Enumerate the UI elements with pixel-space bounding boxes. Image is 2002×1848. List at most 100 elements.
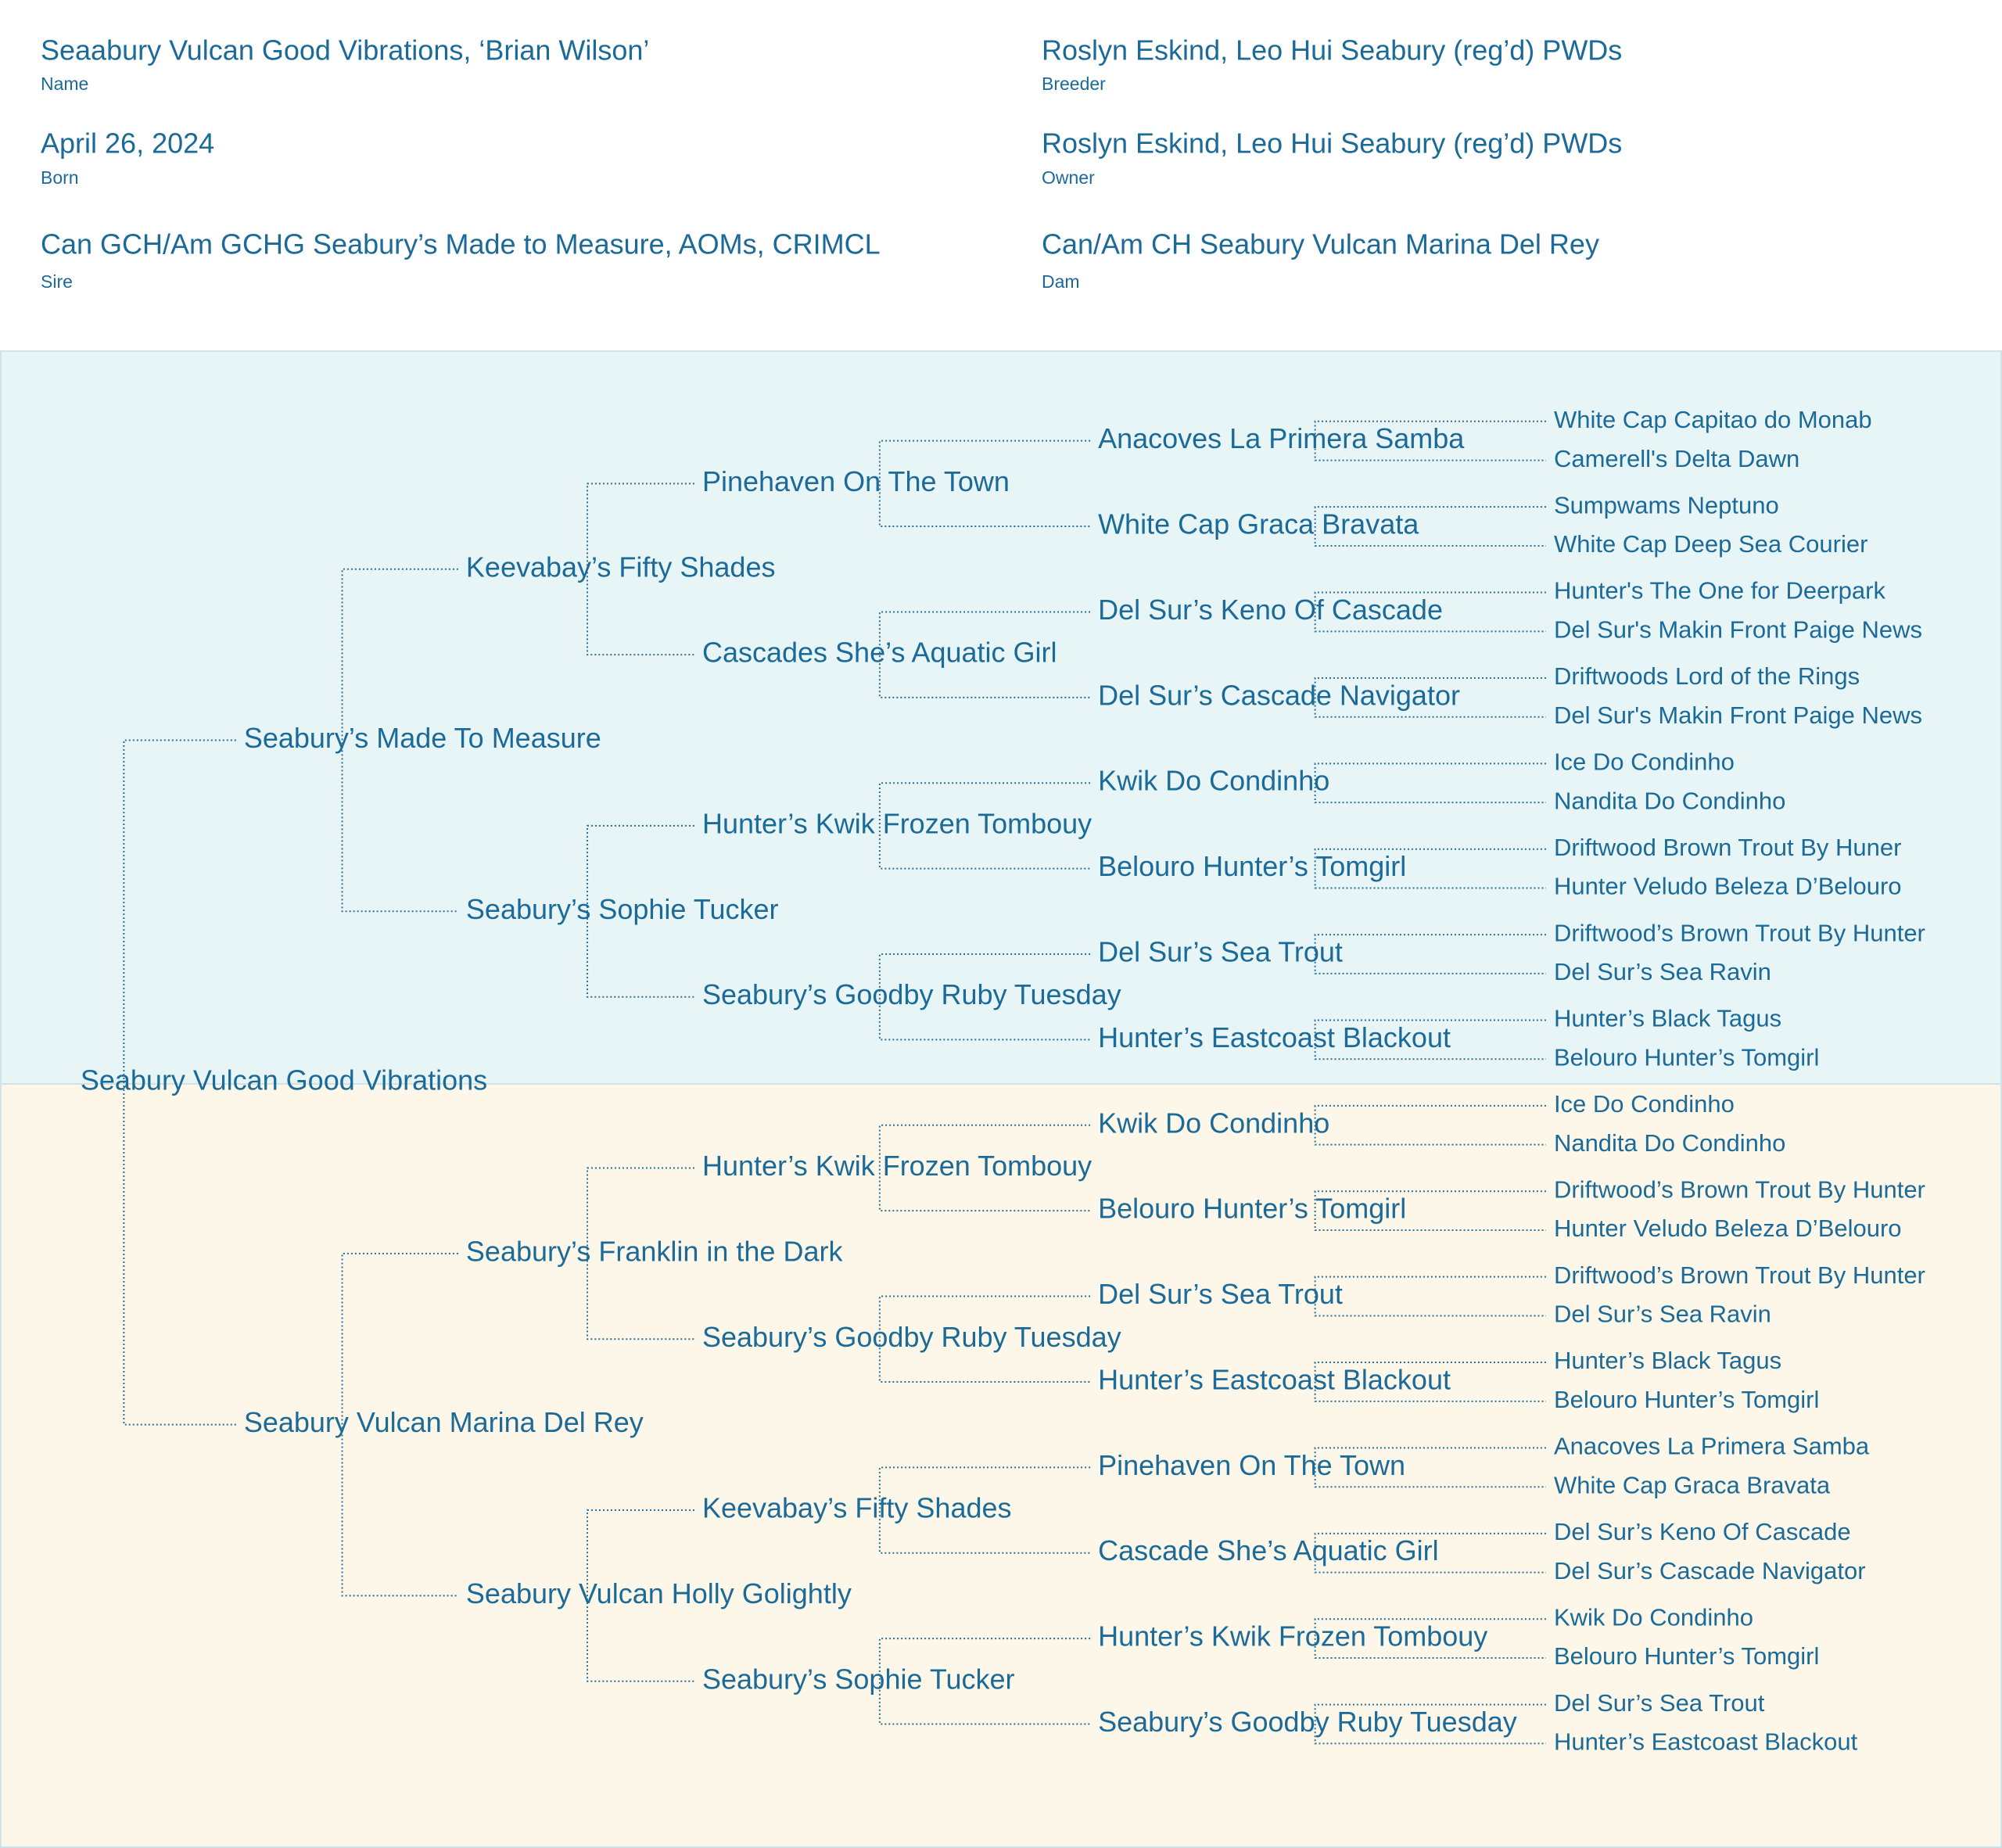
ancestor-leaf: White Cap Capitao do Monab [1554, 406, 1872, 433]
ancestor-leaf: Sumpwams Neptuno [1554, 491, 1779, 519]
ancestor-name: Kwik Do Condinho [1098, 1107, 1329, 1139]
ancestor-name: Cascade She’s Aquatic Girl [1098, 1534, 1439, 1566]
ancestor-leaf: Hunter Veludo Beleza D’Belouro [1554, 873, 1902, 900]
ancestor-name: Seabury’s Goodby Ruby Tuesday [702, 978, 1121, 1010]
dam-value: Can/Am CH Seabury Vulcan Marina Del Rey [1042, 228, 1599, 260]
ancestor-leaf: Hunter’s Black Tagus [1554, 1005, 1781, 1032]
ancestor-name: Seabury’s Made To Measure [244, 722, 601, 754]
ancestor-name: Del Sur’s Sea Trout [1098, 936, 1343, 968]
connector [1314, 1447, 1546, 1488]
ancestor-name: Kwik Do Condinho [1098, 765, 1329, 797]
ancestor-name: Seabury Vulcan Marina Del Rey [244, 1406, 644, 1438]
born-label: Born [41, 167, 79, 188]
connector [1314, 591, 1546, 633]
ancestor-name: Hunter’s Kwik Frozen Tombouy [702, 807, 1092, 839]
ancestor-leaf: Ice Do Condinho [1554, 748, 1735, 776]
ancestor-leaf: Del Sur's Makin Front Paige News [1554, 616, 1922, 644]
ancestor-leaf: Nandita Do Condinho [1554, 787, 1785, 814]
connector [1314, 1276, 1546, 1317]
connector [1314, 420, 1546, 461]
connector [1314, 1362, 1546, 1402]
connector [1314, 848, 1546, 889]
ancestor-leaf: Del Sur’s Sea Ravin [1554, 1301, 1771, 1328]
connector [587, 1509, 694, 1682]
ancestor-leaf: Del Sur’s Keno Of Cascade [1554, 1518, 1851, 1545]
ancestor-name: Anacoves La Primera Samba [1098, 422, 1465, 454]
ancestor-leaf: Driftwood’s Brown Trout By Hunter [1554, 919, 1925, 946]
ancestor-leaf: Belouro Hunter’s Tomgirl [1554, 1043, 1819, 1071]
ancestor-leaf: Hunter’s Eastcoast Blackout [1554, 1728, 1858, 1756]
ancestor-leaf: Del Sur's Makin Front Paige News [1554, 702, 1922, 729]
connector [587, 824, 694, 998]
sire-label: Sire [41, 271, 73, 292]
ancestor-leaf: Del Sur’s Sea Ravin [1554, 958, 1771, 985]
sire-panel [0, 350, 2002, 1085]
ancestor-name: Seabury’s Sophie Tucker [702, 1663, 1015, 1695]
ancestor-name: Hunter’s Eastcoast Blackout [1098, 1363, 1451, 1395]
sire-value: Can GCH/Am GCHG Seabury’s Made to Measur… [41, 228, 881, 260]
ancestor-name: Hunter’s Kwik Frozen Tombouy [702, 1150, 1092, 1182]
ancestor-leaf: White Cap Graca Bravata [1554, 1471, 1831, 1498]
breeder-label: Breeder [1042, 74, 1106, 94]
ancestor-name: Seabury’s Franklin in the Dark [466, 1235, 844, 1267]
ancestor-leaf: Nandita Do Condinho [1554, 1129, 1785, 1157]
connector [1314, 1019, 1546, 1060]
ancestor-name: Seabury’s Goodby Ruby Tuesday [1098, 1706, 1517, 1738]
ancestor-name: Del Sur’s Cascade Navigator [1098, 679, 1460, 711]
ancestor-leaf: Del Sur’s Cascade Navigator [1554, 1557, 1866, 1584]
ancestor-leaf: Camerell's Delta Dawn [1554, 445, 1799, 472]
connector [1314, 1104, 1546, 1146]
name-label: Name [41, 74, 88, 94]
connector [341, 1252, 458, 1597]
born-value: April 26, 2024 [41, 127, 214, 160]
connector [1314, 1190, 1546, 1232]
dam-panel [0, 1083, 2002, 1848]
dam-label: Dam [1042, 271, 1080, 292]
ancestor-name: Pinehaven On The Town [1098, 1449, 1405, 1481]
ancestor-name: Seabury Vulcan Holly Golightly [466, 1577, 852, 1609]
name-value: Seaabury Vulcan Good Vibrations, ‘Brian … [41, 34, 649, 66]
ancestor-leaf: Hunter Veludo Beleza D’Belouro [1554, 1215, 1902, 1242]
ancestor-name: Belouro Hunter’s Tomgirl [1098, 1193, 1406, 1225]
connector [1314, 1532, 1546, 1573]
connector [1314, 763, 1546, 804]
owner-label: Owner [1042, 167, 1095, 188]
connector [1314, 506, 1546, 547]
ancestor-leaf: Driftwood’s Brown Trout By Hunter [1554, 1175, 1925, 1203]
ancestor-name: Cascades She’s Aquatic Girl [702, 637, 1057, 669]
ancestor-leaf: Ice Do Condinho [1554, 1090, 1735, 1118]
ancestor-leaf: White Cap Deep Sea Courier [1554, 530, 1867, 558]
ancestor-leaf: Driftwood Brown Trout By Huner [1554, 834, 1902, 861]
ancestor-leaf: Driftwoods Lord of the Rings [1554, 662, 1860, 690]
dog-name: Seabury Vulcan Good Vibrations [81, 1064, 487, 1096]
ancestor-name: Belouro Hunter’s Tomgirl [1098, 850, 1406, 882]
ancestor-leaf: Del Sur’s Sea Trout [1554, 1689, 1765, 1717]
ancestor-leaf: Belouro Hunter’s Tomgirl [1554, 1642, 1819, 1670]
connector [123, 739, 236, 1426]
ancestor-leaf: Kwik Do Condinho [1554, 1603, 1753, 1631]
ancestor-leaf: Hunter’s Black Tagus [1554, 1347, 1781, 1374]
connector [1314, 1618, 1546, 1659]
ancestor-name: Keevabay’s Fifty Shades [466, 551, 776, 583]
breeder-value: Roslyn Eskind, Leo Hui Seabury (reg’d) P… [1042, 34, 1622, 66]
ancestor-name: Seabury’s Goodby Ruby Tuesday [702, 1321, 1121, 1353]
ancestor-name: Pinehaven On The Town [702, 465, 1010, 497]
ancestor-name: Hunter’s Eastcoast Blackout [1098, 1021, 1451, 1053]
connector [1314, 676, 1546, 718]
ancestor-name: Seabury’s Sophie Tucker [466, 893, 779, 925]
ancestor-name: Keevabay’s Fifty Shades [702, 1492, 1012, 1524]
connector [587, 1167, 694, 1340]
ancestor-name: Del Sur’s Keno Of Cascade [1098, 594, 1443, 626]
connector [341, 568, 458, 913]
ancestor-name: White Cap Graca Bravata [1098, 508, 1419, 540]
ancestor-leaf: Anacoves La Primera Samba [1554, 1433, 1870, 1460]
connector [1314, 934, 1546, 974]
ancestor-name: Hunter’s Kwik Frozen Tombouy [1098, 1620, 1487, 1652]
ancestor-leaf: Driftwood’s Brown Trout By Hunter [1554, 1261, 1925, 1289]
ancestor-leaf: Hunter's The One for Deerpark [1554, 577, 1886, 605]
owner-value: Roslyn Eskind, Leo Hui Seabury (reg’d) P… [1042, 127, 1622, 160]
connector [587, 483, 694, 656]
ancestor-name: Del Sur’s Sea Trout [1098, 1278, 1343, 1310]
connector [1314, 1703, 1546, 1745]
